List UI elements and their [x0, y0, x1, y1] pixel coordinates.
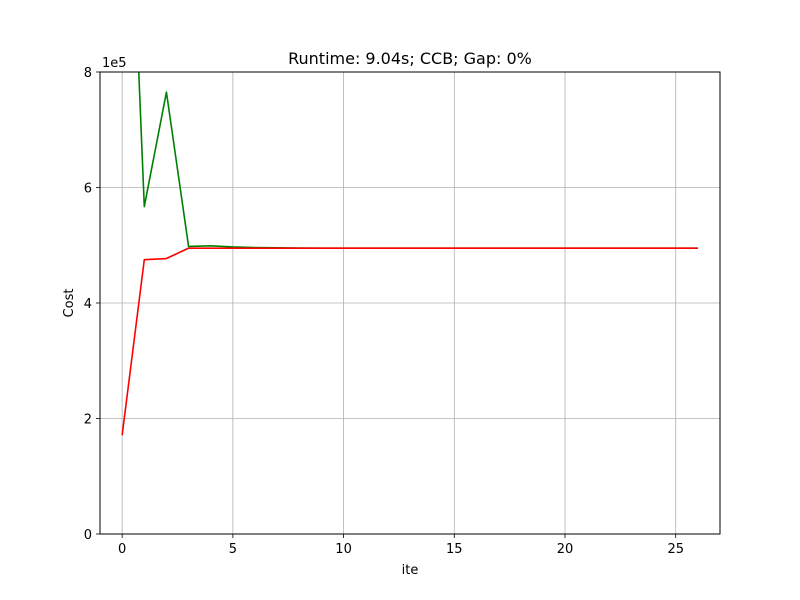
y-tick-label: 6 [84, 182, 92, 197]
x-tick-label: 5 [229, 542, 237, 557]
grid [100, 71, 720, 535]
y-tick-label: 0 [84, 528, 92, 543]
x-tick-label: 15 [446, 542, 463, 557]
series-line-1 [137, 72, 698, 249]
x-axis-label: ite [402, 563, 419, 578]
x-tick-label: 20 [557, 542, 574, 557]
y-tick-label: 2 [84, 413, 92, 428]
y-tick-label: 8 [84, 66, 92, 81]
y-tick-label: 4 [84, 297, 92, 312]
ticks: 0 5 10 15 20 25 0 2 4 6 8 [84, 66, 684, 557]
x-tick-label: 25 [667, 542, 684, 557]
x-tick-label: 0 [118, 542, 126, 557]
y-axis-label: Cost [62, 289, 77, 318]
series-line-2 [121, 247, 698, 436]
chart-title: Runtime: 9.04s; CCB; Gap: 0% [288, 49, 532, 68]
y-offset-label: 1e5 [102, 56, 127, 71]
series-layer [121, 72, 698, 436]
x-tick-label: 10 [335, 542, 352, 557]
